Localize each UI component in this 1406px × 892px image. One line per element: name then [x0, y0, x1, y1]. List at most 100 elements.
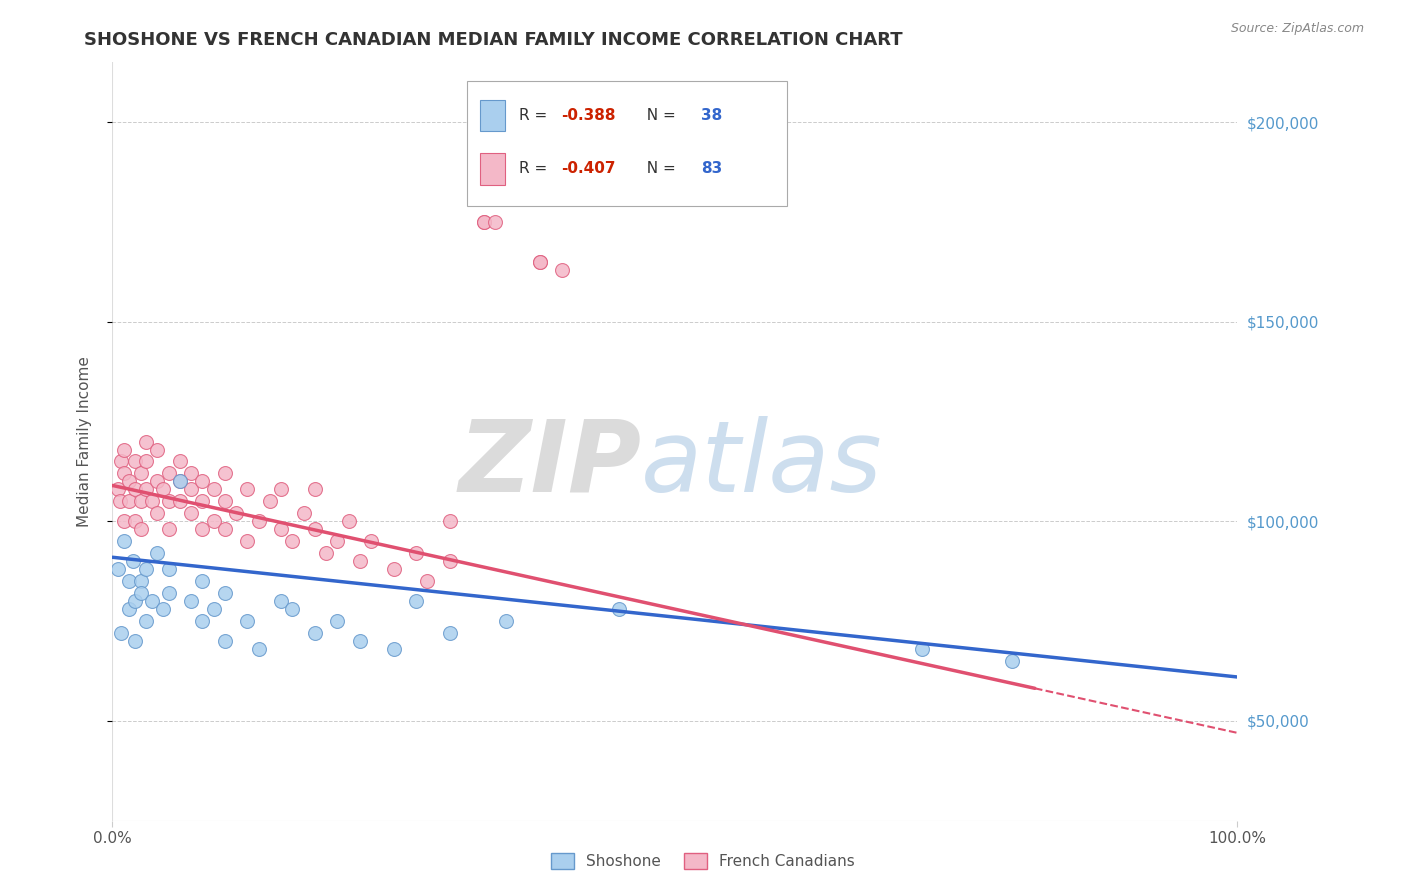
- Point: [135, 434, 157, 449]
- Point: [191, 574, 214, 589]
- Point: [121, 554, 143, 568]
- Text: N =: N =: [637, 161, 681, 176]
- Point: [118, 574, 141, 589]
- Point: [124, 514, 146, 528]
- Point: [416, 574, 439, 589]
- Text: 83: 83: [700, 161, 723, 176]
- Text: 38: 38: [700, 108, 723, 123]
- Point: [124, 454, 146, 468]
- Text: -0.407: -0.407: [561, 161, 616, 176]
- Point: [146, 507, 169, 521]
- Point: [214, 467, 236, 481]
- Point: [129, 494, 152, 508]
- Text: ZIP: ZIP: [458, 416, 641, 513]
- Point: [157, 562, 180, 576]
- Point: [281, 534, 304, 549]
- Point: [191, 475, 214, 489]
- Point: [152, 483, 174, 497]
- Point: [124, 594, 146, 608]
- Point: [135, 562, 157, 576]
- Point: [169, 454, 191, 468]
- Point: [439, 514, 461, 528]
- Point: [169, 475, 191, 489]
- Point: [349, 554, 371, 568]
- Point: [129, 467, 152, 481]
- Point: [118, 602, 141, 616]
- Text: SHOSHONE VS FRENCH CANADIAN MEDIAN FAMILY INCOME CORRELATION CHART: SHOSHONE VS FRENCH CANADIAN MEDIAN FAMIL…: [84, 31, 903, 49]
- Point: [326, 534, 349, 549]
- Point: [236, 614, 259, 628]
- Point: [157, 467, 180, 481]
- Point: [180, 467, 202, 481]
- Point: [135, 454, 157, 468]
- Point: [118, 475, 141, 489]
- Point: [270, 522, 292, 536]
- Point: [146, 546, 169, 560]
- Point: [129, 574, 152, 589]
- Point: [472, 215, 495, 229]
- Point: [382, 642, 405, 657]
- Point: [270, 483, 292, 497]
- Point: [107, 483, 129, 497]
- Point: [259, 494, 281, 508]
- Point: [112, 534, 135, 549]
- Point: [135, 614, 157, 628]
- Point: [146, 442, 169, 457]
- Point: [292, 507, 315, 521]
- Point: [270, 594, 292, 608]
- Point: [191, 522, 214, 536]
- Point: [225, 507, 247, 521]
- FancyBboxPatch shape: [467, 81, 787, 207]
- Point: [315, 546, 337, 560]
- Legend: Shoshone, French Canadians: Shoshone, French Canadians: [546, 847, 860, 875]
- Point: [405, 594, 427, 608]
- Point: [112, 514, 135, 528]
- Point: [439, 554, 461, 568]
- Point: [157, 586, 180, 600]
- Point: [607, 602, 630, 616]
- Point: [118, 494, 141, 508]
- Point: [304, 522, 326, 536]
- Point: [152, 602, 174, 616]
- Point: [382, 562, 405, 576]
- Point: [202, 483, 225, 497]
- Point: [110, 494, 132, 508]
- Point: [529, 255, 551, 269]
- Point: [214, 634, 236, 648]
- Text: R =: R =: [519, 108, 551, 123]
- Point: [157, 494, 180, 508]
- Text: -0.388: -0.388: [561, 108, 616, 123]
- Point: [214, 494, 236, 508]
- Point: [180, 483, 202, 497]
- Text: atlas: atlas: [641, 416, 883, 513]
- Point: [247, 514, 270, 528]
- Point: [236, 483, 259, 497]
- Text: R =: R =: [519, 161, 551, 176]
- Point: [405, 546, 427, 560]
- Point: [439, 626, 461, 640]
- Point: [124, 634, 146, 648]
- Point: [551, 263, 574, 277]
- Point: [214, 586, 236, 600]
- Point: [911, 642, 934, 657]
- Point: [141, 594, 163, 608]
- Point: [349, 634, 371, 648]
- Point: [247, 642, 270, 657]
- Point: [129, 522, 152, 536]
- Point: [169, 475, 191, 489]
- Point: [326, 614, 349, 628]
- FancyBboxPatch shape: [481, 100, 505, 131]
- Point: [281, 602, 304, 616]
- Point: [135, 483, 157, 497]
- Point: [495, 614, 517, 628]
- Point: [124, 483, 146, 497]
- Point: [472, 215, 495, 229]
- Point: [214, 522, 236, 536]
- Point: [191, 494, 214, 508]
- Point: [360, 534, 382, 549]
- Point: [236, 534, 259, 549]
- Point: [110, 454, 132, 468]
- Point: [529, 255, 551, 269]
- Point: [141, 494, 163, 508]
- Point: [112, 467, 135, 481]
